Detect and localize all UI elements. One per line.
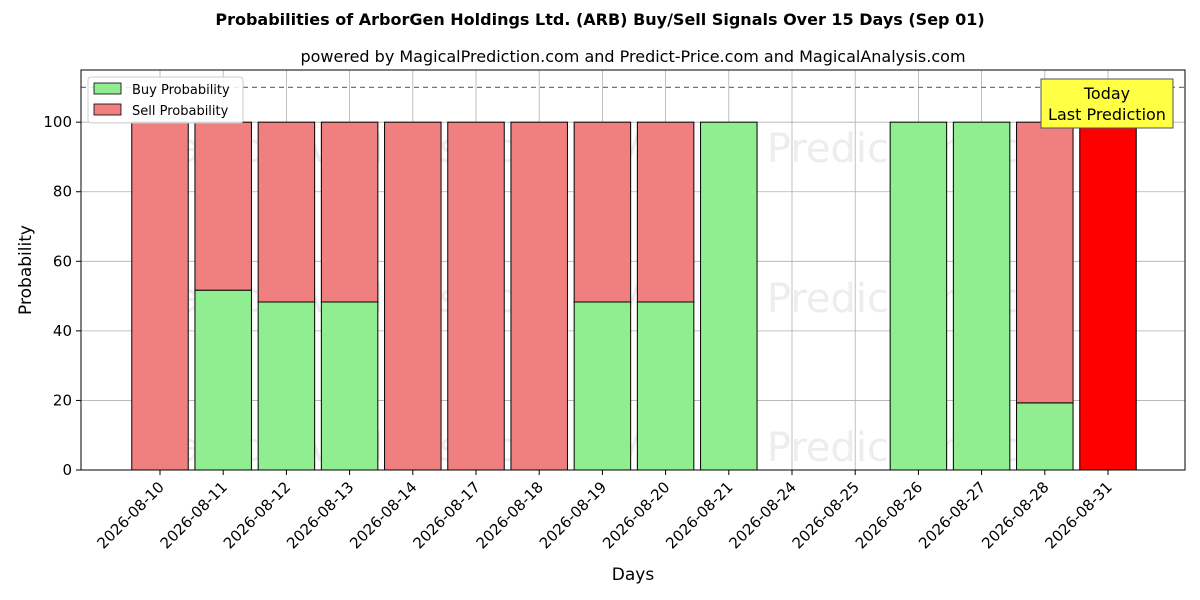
x-tick-label: 2026-08-17: [409, 478, 483, 552]
legend-swatch-sell: [93, 103, 122, 116]
bar-buy: [889, 121, 948, 471]
y-tick-label: 80: [53, 183, 72, 201]
bar-sell: [1016, 121, 1074, 404]
annotation-line-1: Today: [1083, 84, 1130, 103]
plot-frame: [80, 69, 1186, 471]
annotation-box: [1040, 78, 1174, 129]
bar-buy: [636, 301, 695, 471]
x-tick-label: 2026-08-24: [725, 478, 799, 552]
y-tick-label: 60: [53, 252, 72, 270]
bar-buy: [700, 121, 758, 471]
x-tick-label: 2026-08-12: [220, 478, 294, 552]
x-tick-label: 2026-08-26: [852, 478, 926, 552]
bar-sell: [573, 121, 632, 303]
bar-buy: [257, 301, 316, 471]
bar-sell: [320, 121, 379, 303]
bar-sell: [131, 121, 189, 471]
bar-sell: [636, 121, 695, 303]
x-tick-label: 2026-08-13: [283, 478, 357, 552]
x-axis-label: Days: [612, 565, 655, 585]
annotation-line-2: Last Prediction: [1048, 105, 1166, 124]
legend-swatch-buy: [93, 82, 122, 95]
y-tick-label: 100: [43, 113, 72, 131]
x-tick-label: 2026-08-31: [1041, 478, 1115, 552]
y-tick-label: 0: [62, 461, 72, 479]
bars: [131, 121, 1137, 471]
x-tick-label: 2026-08-21: [662, 478, 736, 552]
x-tick-label: 2026-08-11: [157, 478, 231, 552]
bar-buy: [952, 121, 1011, 471]
bar-sell: [384, 121, 442, 471]
bar-buy: [194, 289, 252, 471]
chart-subtitle: powered by MagicalPrediction.com and Pre…: [300, 47, 965, 66]
today-annotation: Today Last Prediction: [1040, 78, 1174, 129]
bar-sell: [194, 121, 252, 291]
bar-sell: [1079, 121, 1137, 471]
x-tick-label: 2026-08-25: [789, 478, 863, 552]
y-tick-label: 20: [53, 391, 72, 409]
bar-buy: [1016, 402, 1074, 471]
legend-label-sell: Sell Probability: [132, 104, 229, 119]
bar-sell: [257, 121, 316, 303]
bar-buy: [573, 301, 632, 471]
x-tick-label: 2026-08-14: [346, 478, 420, 552]
x-tick-label: 2026-08-27: [915, 478, 989, 552]
x-tick-label: 2026-08-19: [536, 478, 610, 552]
chart-title: Probabilities of ArborGen Holdings Ltd. …: [215, 10, 984, 29]
x-tick-label: 2026-08-18: [473, 478, 547, 552]
legend-label-buy: Buy Probability: [132, 83, 230, 98]
bar-sell: [510, 121, 568, 471]
legend-box: [87, 76, 244, 124]
bar-buy: [320, 301, 379, 471]
x-tick-label: 2026-08-20: [599, 478, 673, 552]
legend: Buy Probability Sell Probability: [87, 76, 244, 124]
bar-sell: [447, 121, 505, 471]
y-axis-label: Probability: [16, 225, 36, 315]
y-tick-label: 40: [53, 322, 72, 340]
x-tick-label: 2026-08-10: [93, 478, 167, 552]
x-tick-label: 2026-08-28: [978, 478, 1052, 552]
